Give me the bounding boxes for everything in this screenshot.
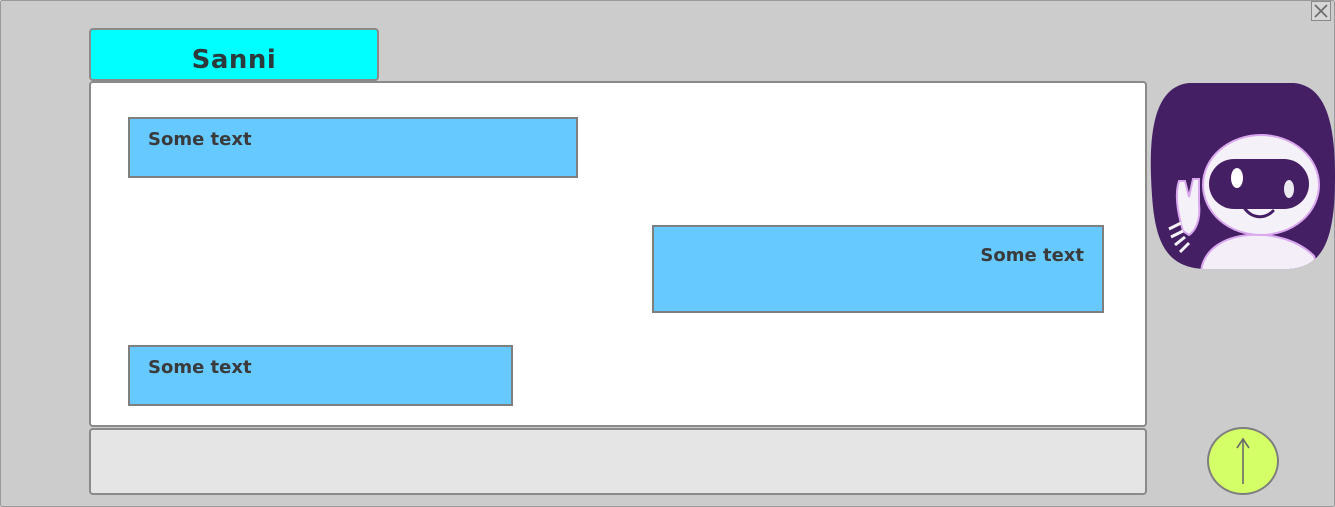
contact-name: Sanni (191, 45, 277, 75)
arrow-up-icon (1236, 437, 1250, 484)
contact-name-tab: Sanni (89, 28, 379, 81)
message-bubble-incoming: Some text (128, 117, 578, 178)
message-list: Some text Some text Some text (89, 81, 1147, 427)
robot-waving-icon (1150, 83, 1335, 269)
message-bubble-incoming: Some text (128, 345, 513, 406)
send-button[interactable] (1207, 427, 1279, 495)
avatar (1149, 81, 1335, 271)
close-button[interactable] (1311, 1, 1331, 21)
message-bubble-outgoing: Some text (652, 225, 1104, 313)
message-input[interactable] (89, 428, 1147, 495)
close-icon (1314, 4, 1328, 18)
